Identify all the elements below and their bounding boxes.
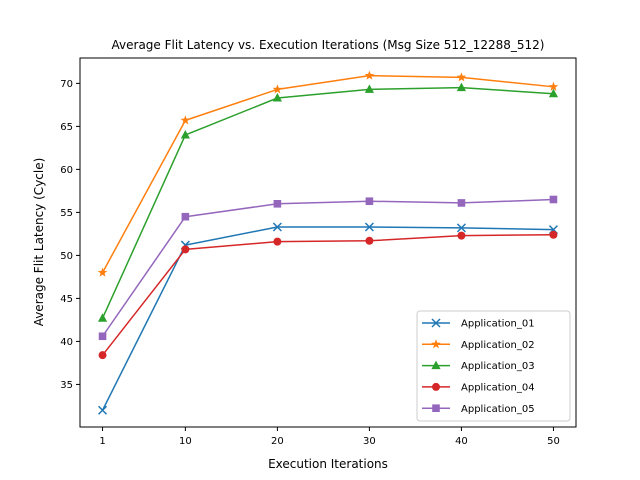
data-point <box>364 84 375 93</box>
y-tick-label: 45 <box>60 294 73 305</box>
data-point <box>181 212 190 221</box>
plot-frame <box>79 57 577 428</box>
x-tick-label: 40 <box>455 436 468 447</box>
legend-marker <box>431 318 441 328</box>
data-point <box>98 332 107 341</box>
data-point <box>272 84 283 94</box>
legend-label: Application_01 <box>461 319 535 330</box>
legend-marker <box>432 404 440 412</box>
data-point <box>365 236 374 245</box>
data-point <box>456 223 466 233</box>
data-point <box>548 88 559 98</box>
legend-marker <box>431 360 441 370</box>
x-axis-title: Execution Iterations <box>268 457 388 471</box>
data-point <box>549 195 558 204</box>
y-tick-label: 40 <box>60 337 73 348</box>
data-point <box>272 92 282 102</box>
legend-label: Application_05 <box>461 404 535 415</box>
legend-item: Application_02 <box>422 339 535 351</box>
legend-marker <box>431 339 441 349</box>
data-point <box>180 129 190 139</box>
series-line <box>101 74 554 273</box>
series-layer <box>97 70 559 415</box>
x-tick-label: 20 <box>271 436 284 447</box>
x-tick-label: 30 <box>363 436 376 447</box>
x-axis: 1 10 20 30 40 50 <box>99 427 560 447</box>
y-tick-label: 55 <box>60 208 73 219</box>
legend-item: Application_01 <box>422 318 535 330</box>
legend-label: Application_02 <box>461 340 535 351</box>
series-line <box>101 226 554 411</box>
y-axis: 35 40 45 50 55 60 65 70 <box>60 79 80 391</box>
data-point <box>273 237 282 246</box>
data-point <box>456 82 467 92</box>
series-line <box>101 198 554 337</box>
legend-marker <box>432 382 440 391</box>
legend-item: Application_03 <box>422 360 535 372</box>
y-tick-label: 35 <box>60 380 73 391</box>
series-line <box>101 86 554 319</box>
x-tick-label: 50 <box>547 436 560 447</box>
data-point <box>364 70 375 80</box>
data-point <box>456 72 467 82</box>
data-point <box>364 222 374 232</box>
data-point <box>457 199 466 207</box>
x-tick-label: 1 <box>99 436 105 447</box>
y-axis-title: Average Flit Latency (Cycle) <box>32 158 46 327</box>
series-line <box>101 234 554 356</box>
data-point <box>273 199 282 208</box>
data-point <box>98 405 108 415</box>
data-point <box>180 115 191 125</box>
data-point <box>457 231 466 240</box>
series-1 <box>98 222 558 415</box>
series-5 <box>98 195 558 341</box>
data-point <box>272 222 282 232</box>
chart-title: Average Flit Latency vs. Execution Itera… <box>112 38 545 52</box>
data-point <box>548 81 559 91</box>
data-point <box>97 267 108 277</box>
legend-box <box>416 310 571 422</box>
series-2 <box>97 70 559 277</box>
data-point <box>97 313 108 322</box>
data-point <box>98 351 107 360</box>
legend-item: Application_04 <box>422 383 535 394</box>
y-tick-label: 65 <box>60 122 73 133</box>
y-tick-label: 70 <box>60 79 73 90</box>
data-point <box>549 230 558 239</box>
legend: Application_01 Application_02 Application_… <box>416 310 571 422</box>
legend-label: Application_03 <box>461 361 535 372</box>
data-point <box>365 197 374 206</box>
data-point <box>181 245 190 254</box>
series-3 <box>97 82 559 322</box>
y-tick-label: 60 <box>60 165 73 176</box>
series-4 <box>98 230 558 360</box>
x-tick-label: 10 <box>179 436 192 447</box>
legend-item: Application_05 <box>422 404 535 415</box>
y-tick-label: 50 <box>60 251 73 262</box>
legend-label: Application_04 <box>461 383 535 394</box>
